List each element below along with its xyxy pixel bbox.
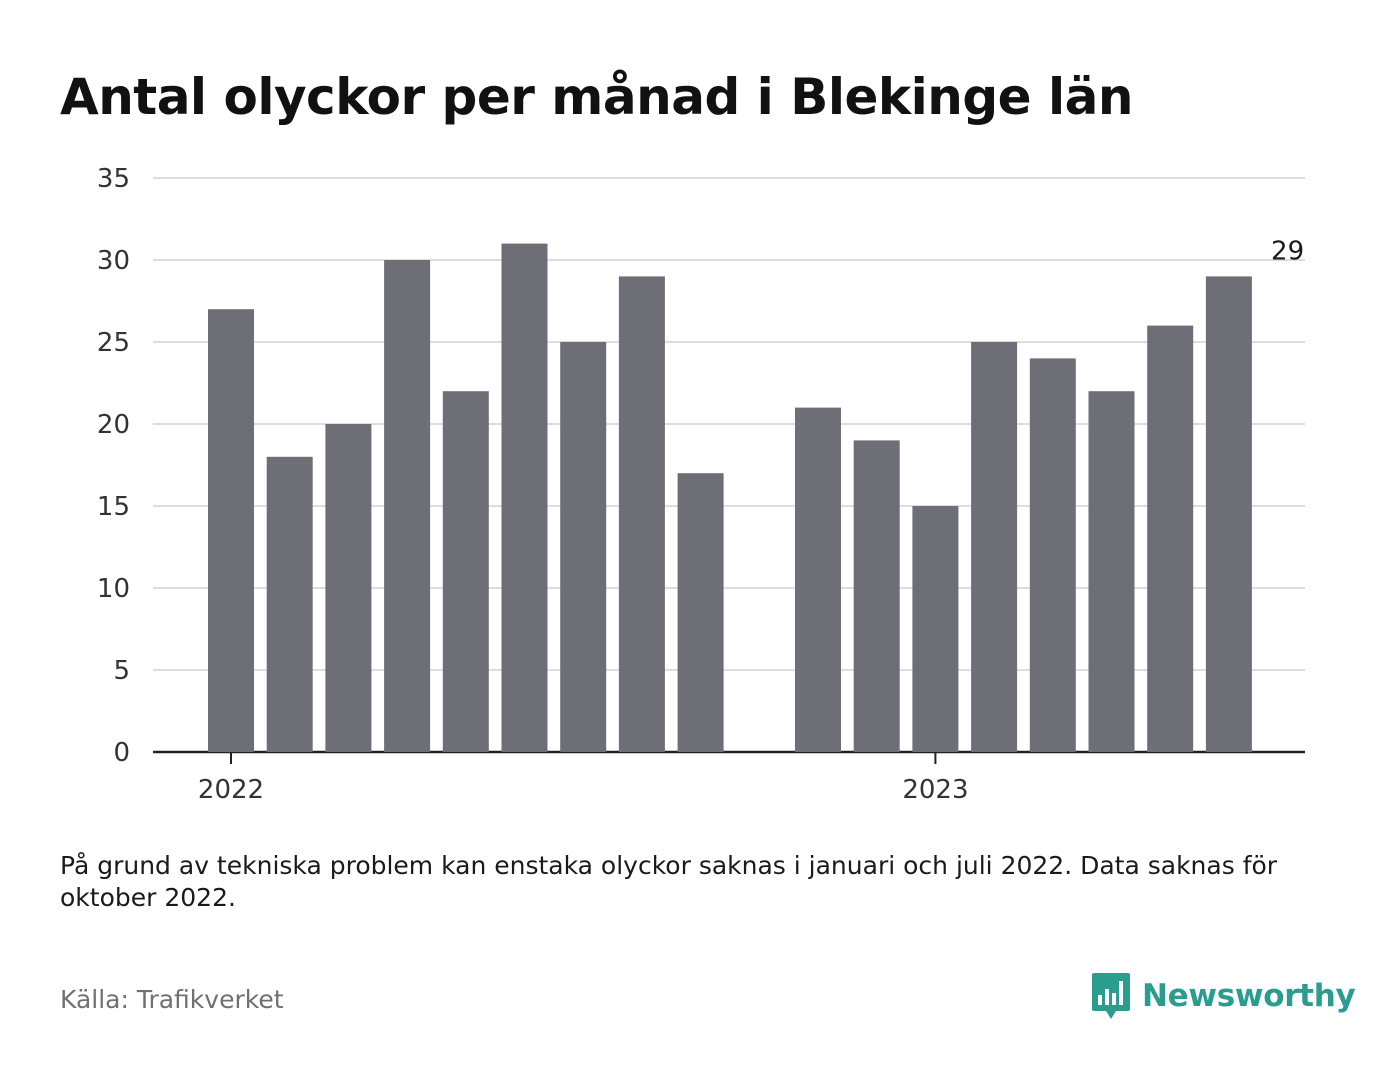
y-tick-label: 30 <box>97 246 130 276</box>
brand-logo: Newsworthy <box>1090 968 1356 1024</box>
footnote: På grund av tekniska problem kan enstaka… <box>60 851 1278 912</box>
bar-chart: 0 5 10 15 20 25 30 35 2022 2023 29 <box>97 164 1305 805</box>
x-tick-label: 2023 <box>902 775 968 805</box>
bar <box>1147 325 1194 752</box>
y-tick-label: 0 <box>113 738 130 768</box>
bar-chart-logo-icon <box>1092 973 1130 1019</box>
bar <box>971 342 1018 752</box>
bar <box>853 440 900 752</box>
bar <box>266 456 313 752</box>
y-tick-label: 20 <box>97 410 130 440</box>
source-text: Källa: Trafikverket <box>60 985 284 1014</box>
bar <box>1088 391 1135 752</box>
x-tick-label: 2022 <box>198 775 264 805</box>
bar <box>384 260 431 752</box>
bar <box>912 506 959 752</box>
bar <box>560 342 607 752</box>
y-tick-label: 10 <box>97 574 130 604</box>
bar <box>325 424 372 752</box>
y-tick-label: 5 <box>113 656 130 686</box>
y-tick-label: 15 <box>97 492 130 522</box>
chart-title: Antal olyckor per månad i Blekinge län <box>60 68 1133 126</box>
bar <box>1029 358 1076 752</box>
data-labels: 29 <box>1271 236 1304 266</box>
bar <box>795 407 841 752</box>
bar <box>618 276 665 752</box>
bar <box>501 243 548 752</box>
data-label: 29 <box>1271 236 1304 266</box>
bar <box>208 309 254 752</box>
bar <box>1205 276 1252 752</box>
x-axis-ticks: 2022 2023 <box>198 752 968 805</box>
y-tick-label: 25 <box>97 328 130 358</box>
y-axis-ticks: 0 5 10 15 20 25 30 35 <box>97 164 130 768</box>
bar <box>442 391 489 752</box>
y-tick-label: 35 <box>97 164 130 194</box>
brand-name: Newsworthy <box>1142 978 1356 1014</box>
bars <box>208 243 1252 752</box>
bar <box>677 473 724 752</box>
